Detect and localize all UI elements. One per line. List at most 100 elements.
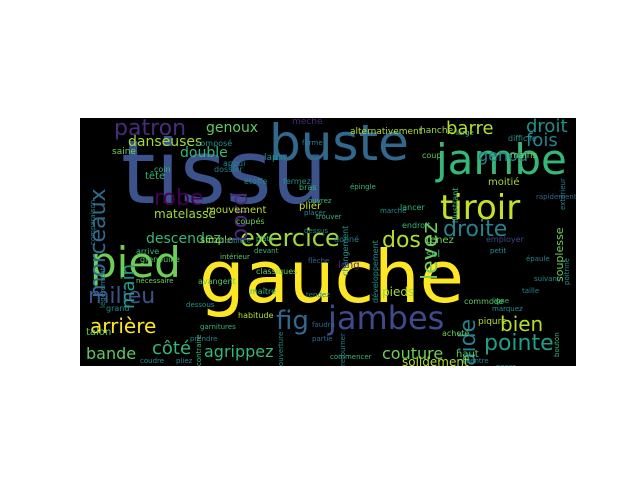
word-ventre: ventre bbox=[466, 357, 489, 365]
word-matelasse: matelassé bbox=[154, 207, 216, 221]
word-tenez: tenez bbox=[426, 235, 454, 246]
word-forme: forme bbox=[302, 139, 323, 147]
word-comparaison: comparaison bbox=[89, 200, 97, 246]
word-poitrine: poitrine bbox=[563, 258, 571, 285]
word-dos: dos bbox=[382, 228, 421, 253]
word-main: main bbox=[118, 264, 139, 309]
word-tissu: tissu bbox=[121, 121, 328, 224]
word-doublure: doublure bbox=[220, 237, 252, 245]
word-marquez: marquez bbox=[492, 305, 523, 313]
word-difficile: difficile bbox=[508, 134, 537, 143]
word-bras: bras bbox=[299, 183, 317, 192]
word-retourner: retourner bbox=[339, 333, 347, 366]
word-agrippez: agrippez bbox=[204, 342, 274, 361]
word-cloud: gauche tissu buste jambe pied tiroir jambes exe… bbox=[80, 118, 576, 366]
word-taille: taille bbox=[522, 287, 540, 295]
word-lancer: lancer bbox=[400, 203, 425, 212]
word-employer: employer bbox=[486, 235, 524, 244]
word-changement: changement bbox=[341, 226, 350, 277]
word-barre: barre bbox=[446, 118, 494, 139]
word-fig: fig bbox=[276, 306, 309, 336]
word-developpement: développement bbox=[371, 240, 380, 303]
word-alternativement: alternativement bbox=[350, 127, 423, 137]
word-compose: composé bbox=[196, 139, 233, 148]
word-pied: pied bbox=[90, 238, 181, 287]
word-jambes: jambes bbox=[328, 299, 445, 337]
word-appui: appui bbox=[223, 159, 246, 168]
word-droit: droit bbox=[526, 118, 568, 137]
word-talon: talon bbox=[86, 327, 112, 338]
word-grand: grand bbox=[106, 304, 130, 313]
word-bouton: bouton bbox=[553, 332, 561, 357]
word-tendez: tendez bbox=[306, 291, 330, 299]
word-pointe: pointe bbox=[484, 331, 554, 356]
word-partie: partie bbox=[312, 335, 333, 343]
word-exercice: exercice bbox=[240, 224, 340, 252]
word-etoffe: étoffe bbox=[244, 177, 268, 186]
word-haut: haut bbox=[456, 349, 479, 360]
word-habitude: habitude bbox=[238, 311, 274, 320]
word-double: double bbox=[180, 145, 228, 161]
word-dessous: dessous bbox=[186, 301, 215, 309]
word-avangent: avangent bbox=[198, 277, 236, 286]
word-dossier: dossier bbox=[214, 165, 243, 174]
word-grenouille: grenouille bbox=[140, 255, 180, 264]
word-placer: placer bbox=[304, 209, 326, 217]
word-jambe: jambe bbox=[436, 135, 567, 184]
word-endroit: endroit bbox=[402, 221, 431, 230]
word-commencer: commencer bbox=[330, 353, 372, 361]
word-petit: petit bbox=[490, 247, 507, 255]
word-lapin: lapin bbox=[264, 153, 286, 163]
word-plate: plate bbox=[256, 235, 274, 243]
word-pieds: pieds bbox=[382, 285, 415, 299]
word-buste: buste bbox=[269, 118, 409, 172]
word-suivant: suivant bbox=[534, 275, 560, 283]
word-arrive: arrive bbox=[136, 247, 160, 256]
word-coup: coup bbox=[422, 151, 442, 160]
word-fois: fois bbox=[526, 130, 558, 151]
word-epaule: épaule bbox=[526, 255, 550, 263]
word-prendre: prendre bbox=[190, 335, 218, 343]
word-mains: mains bbox=[510, 151, 538, 161]
word-maitre: maître bbox=[250, 287, 277, 296]
word-exterieur: extérieur bbox=[559, 178, 567, 210]
word-milieu: milieu bbox=[88, 284, 156, 309]
word-meche: mèche bbox=[292, 118, 323, 127]
word-necessaire: nécessaire bbox=[136, 277, 174, 285]
word-fermez: fermez bbox=[283, 177, 311, 186]
word-rapidement: rapidement bbox=[536, 193, 576, 201]
word-simple: simple bbox=[200, 235, 234, 246]
word-commode: commode bbox=[464, 297, 504, 306]
word-ouverture: ouverture bbox=[277, 331, 285, 366]
word-danseuses: danseuses bbox=[128, 134, 203, 150]
word-long: long bbox=[338, 260, 360, 271]
word-classiques: classiques bbox=[256, 267, 298, 276]
word-moitie: moitié bbox=[488, 177, 520, 188]
word-solidement: solidement bbox=[402, 355, 469, 366]
word-coudre: coudre bbox=[140, 357, 165, 365]
word-epingle: épingle bbox=[350, 183, 376, 191]
word-genou: genou bbox=[478, 146, 529, 165]
word-legerement: légèrement bbox=[99, 268, 107, 309]
word-large: large bbox=[456, 129, 474, 137]
word-poser: poser bbox=[496, 364, 516, 367]
word-hanche: hanche bbox=[420, 126, 454, 136]
word-saine: saine bbox=[112, 147, 136, 157]
word-achete: acheté bbox=[442, 329, 470, 338]
word-interieur: intérieur bbox=[220, 253, 250, 261]
word-piqure: piqure bbox=[478, 317, 507, 327]
word-ligne: ligne bbox=[492, 297, 510, 305]
word-descendez: descendez bbox=[146, 231, 221, 247]
word-ouvrez: ouvrez bbox=[308, 197, 332, 205]
word-coin: coin bbox=[154, 165, 171, 174]
word-trouver: trouver bbox=[316, 213, 342, 221]
word-marche: marche bbox=[380, 207, 407, 215]
word-genoux: genoux bbox=[206, 120, 259, 136]
word-mouvement: mouvement bbox=[206, 205, 267, 216]
word-droite: droite bbox=[443, 217, 508, 242]
word-bande: bande bbox=[86, 344, 137, 363]
word-dessus: dessus bbox=[304, 227, 329, 235]
word-faudra: faudra bbox=[312, 321, 335, 329]
word-tete: tête bbox=[145, 171, 166, 182]
word-patron: patron bbox=[114, 118, 187, 141]
